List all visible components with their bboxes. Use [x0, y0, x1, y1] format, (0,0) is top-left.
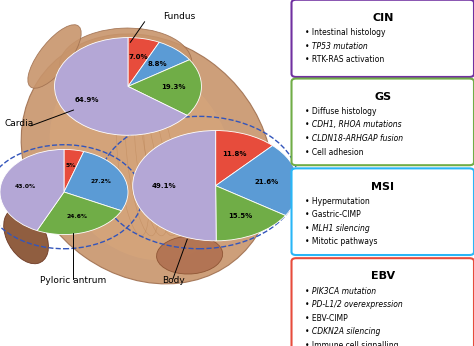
Text: • CDH1, RHOA mutations: • CDH1, RHOA mutations [305, 120, 401, 129]
Wedge shape [0, 149, 64, 230]
Wedge shape [128, 60, 201, 115]
Text: • Gastric-CIMP: • Gastric-CIMP [305, 210, 361, 219]
FancyBboxPatch shape [292, 169, 474, 255]
Wedge shape [64, 152, 128, 211]
Text: 5%: 5% [65, 163, 75, 169]
Text: • Intestinal histology: • Intestinal histology [305, 28, 385, 37]
Text: • TP53 mutation: • TP53 mutation [305, 42, 367, 51]
Wedge shape [216, 146, 299, 216]
Ellipse shape [21, 34, 273, 284]
Wedge shape [64, 149, 84, 192]
Text: • MLH1 silencing: • MLH1 silencing [305, 224, 370, 233]
Wedge shape [55, 38, 187, 135]
Text: • Hypermutation: • Hypermutation [305, 197, 370, 206]
Ellipse shape [28, 25, 81, 88]
Text: • CLDN18-ARHGAP fusion: • CLDN18-ARHGAP fusion [305, 134, 403, 143]
Wedge shape [128, 38, 159, 86]
Ellipse shape [50, 57, 235, 260]
Text: • Immune cell signalling: • Immune cell signalling [305, 341, 398, 346]
Text: • RTK-RAS activation: • RTK-RAS activation [305, 55, 384, 64]
FancyBboxPatch shape [292, 0, 474, 77]
Ellipse shape [156, 236, 223, 274]
Ellipse shape [59, 28, 192, 101]
Text: EBV: EBV [371, 271, 395, 281]
Text: Body: Body [162, 276, 184, 285]
Text: • Cell adhesion: • Cell adhesion [305, 147, 363, 156]
Text: CIN: CIN [372, 13, 393, 23]
Text: • PIK3CA mutation: • PIK3CA mutation [305, 286, 376, 295]
Text: • PD-L1/2 overexpression: • PD-L1/2 overexpression [305, 300, 402, 309]
Text: 49.1%: 49.1% [152, 183, 176, 189]
Text: MSI: MSI [371, 182, 394, 192]
Wedge shape [133, 130, 216, 241]
Wedge shape [216, 186, 285, 241]
Text: 8.8%: 8.8% [148, 61, 168, 66]
Wedge shape [37, 192, 121, 235]
Text: 64.9%: 64.9% [75, 97, 100, 103]
Text: • Mitotic pathways: • Mitotic pathways [305, 237, 377, 246]
Text: 21.6%: 21.6% [255, 179, 279, 184]
Text: GS: GS [374, 92, 392, 102]
Text: 27.2%: 27.2% [90, 179, 111, 184]
Text: Fundus: Fundus [164, 12, 196, 21]
Text: 7.0%: 7.0% [128, 54, 148, 60]
Text: Pyloric antrum: Pyloric antrum [40, 276, 107, 285]
Text: 19.3%: 19.3% [161, 84, 186, 90]
Text: • CDKN2A silencing: • CDKN2A silencing [305, 327, 380, 336]
Ellipse shape [4, 209, 48, 264]
Text: 11.8%: 11.8% [222, 151, 247, 157]
Text: • EBV-CIMP: • EBV-CIMP [305, 314, 347, 323]
Wedge shape [128, 42, 190, 86]
FancyBboxPatch shape [292, 258, 474, 346]
Text: Cardia: Cardia [5, 119, 34, 128]
Wedge shape [216, 130, 273, 186]
Text: 24.6%: 24.6% [67, 215, 88, 219]
FancyBboxPatch shape [292, 79, 474, 165]
Text: 15.5%: 15.5% [228, 213, 253, 219]
Text: 43.0%: 43.0% [15, 184, 36, 189]
Text: • Diffuse histology: • Diffuse histology [305, 107, 376, 116]
